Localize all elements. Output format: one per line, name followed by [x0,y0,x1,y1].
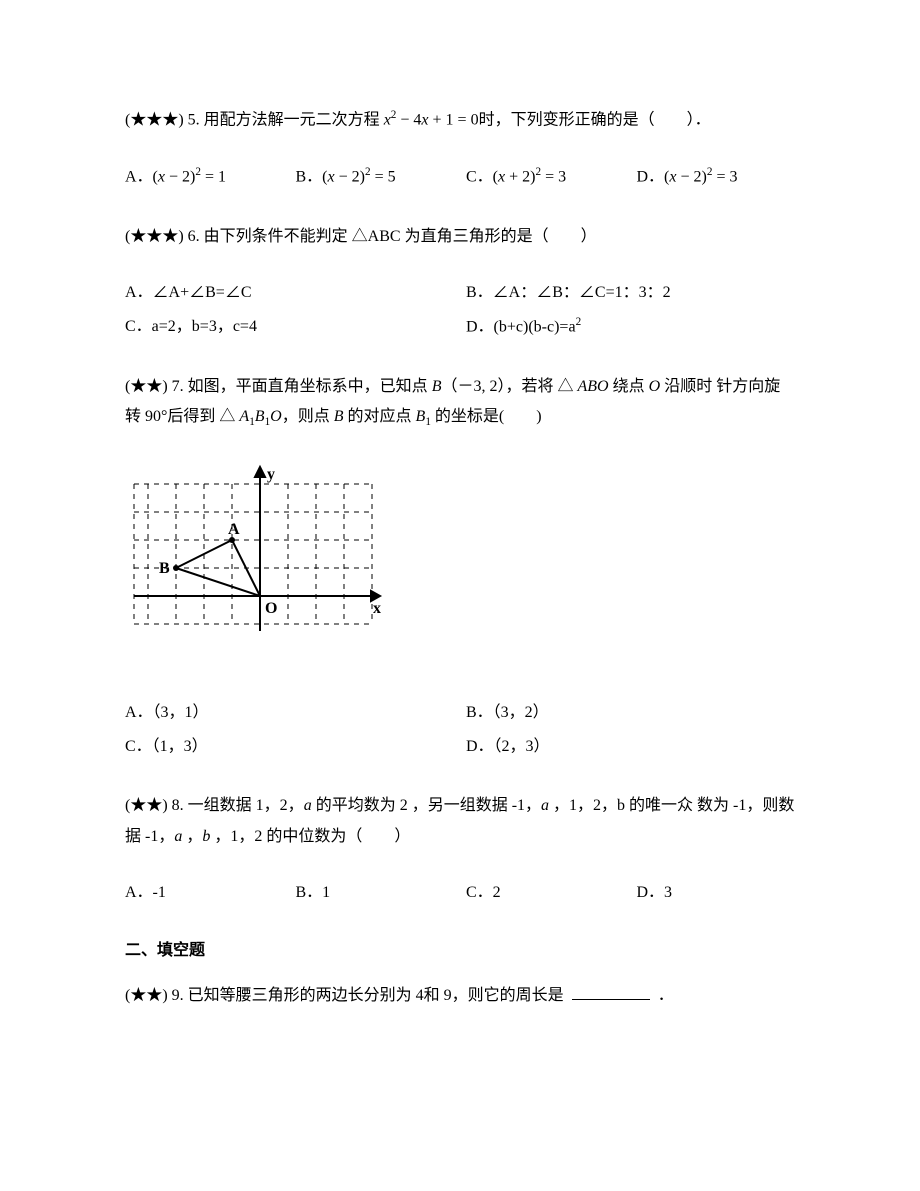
q9-number: 9. [172,987,184,1004]
q5-stars: (★★★) [125,111,184,128]
axis-x-label: x [373,600,381,617]
q6-stem: (★★★) 6. 由下列条件不能判定 △ABC 为直角三角形的是（ ） [125,222,795,252]
q5-option-c[interactable]: C．(x + 2)2 = 3 [466,164,625,190]
q9-post: ． [658,987,674,1004]
q5-option-a[interactable]: A．(x − 2)2 = 1 [125,164,284,190]
q9-stem: (★★) 9. 已知等腰三角形的两边长分别为 4和 9，则它的周长是 ． [125,981,795,1011]
exam-page: (★★★) 5. 用配方法解一元二次方程 x2 − 4x + 1 = 0时，下列… [0,0,920,1104]
q7-s2-mid2: 的对应点 [344,408,416,425]
q6-options: A．∠A+∠B=∠C B．∠A：∠B：∠C=1：3：2 C．a=2，b=3，c=… [125,280,795,340]
coordinate-grid-svg: y x O A B [125,461,385,651]
q7-O1: O [270,408,282,425]
q7-B2: B [334,408,344,425]
q8-stars: (★★) [125,797,168,814]
q7-figure: y x O A B [125,461,795,660]
q8-number: 8. [172,797,184,814]
q5-stem-pre: 用配方法解一元二次方程 [204,111,384,128]
q7-B: B [432,378,442,395]
q8-stem: (★★) 8. 一组数据 1，2，a 的平均数为 2 ，另一组数据 -1，a ，… [125,791,795,852]
q7-B1: B [255,408,265,425]
q6-stem-text: 由下列条件不能判定 △ABC 为直角三角形的是（ ） [204,228,597,245]
q7-s2-mid: ，则点 [282,408,334,425]
q7-option-a[interactable]: A．（3，1） [125,700,454,726]
q5-option-b[interactable]: B．(x − 2)2 = 5 [296,164,455,190]
q7-option-d[interactable]: D．（2，3） [466,734,795,760]
q7-B1b: B [416,408,426,425]
q7-s1-pre: 如图，平面直角坐标系中，已知点 [188,378,432,395]
q8-option-c[interactable]: C．2 [466,880,625,906]
grid-lines [134,484,372,624]
question-8: (★★) 8. 一组数据 1，2，a 的平均数为 2 ，另一组数据 -1，a ，… [125,791,795,905]
axis-y-label: y [267,466,275,483]
q8-a1: a [304,797,312,814]
q8-option-a[interactable]: A．-1 [125,880,284,906]
q8-option-b[interactable]: B．1 [296,880,455,906]
q7-option-b[interactable]: B．（3，2） [466,700,795,726]
q5-stem-post: 时，下列变形正确的是（ ）． [479,111,711,128]
q7-Bcoord: （－3, 2） [441,378,505,395]
q8-options: A．-1 B．1 C．2 D．3 [125,880,795,906]
q7-options: A．（3，1） B．（3，2） C．（1，3） D．（2，3） [125,700,795,759]
q8-comma1: ， [182,828,202,845]
q6-option-b[interactable]: B．∠A：∠B：∠C=1：3：2 [466,280,795,306]
q8-option-d[interactable]: D．3 [637,880,796,906]
q8-a2: a [541,797,549,814]
q7-s1-post: 绕点 [609,378,649,395]
point-b-label: B [159,560,170,577]
q9-pre: 已知等腰三角形的两边长分别为 4和 9，则它的周长是 [188,987,564,1004]
q6-option-d[interactable]: D．(b+c)(b-c)=a2 [466,314,795,340]
q7-ABO: ABO [578,378,609,395]
q7-O: O [649,378,661,395]
origin-label: O [265,600,277,617]
q7-stem: (★★) 7. 如图，平面直角坐标系中，已知点 B（－3, 2），若将 △ AB… [125,372,795,434]
q6-stars: (★★★) [125,228,184,245]
q8-mid1: 的平均数为 2 ，另一组数据 -1， [312,797,541,814]
question-6: (★★★) 6. 由下列条件不能判定 △ABC 为直角三角形的是（ ） A．∠A… [125,222,795,340]
q5-eq-x: x [384,111,391,128]
q7-A1: A [239,408,249,425]
q9-stars: (★★) [125,987,168,1004]
q6-option-c[interactable]: C．a=2，b=3，c=4 [125,314,454,340]
question-7: (★★) 7. 如图，平面直角坐标系中，已知点 B（－3, 2），若将 △ AB… [125,372,795,760]
q7-s2-end: 的坐标是( ) [431,408,542,425]
q8-l2-post: ，1，2 的中位数为（ ） [210,828,410,845]
q7-option-c[interactable]: C．（1，3） [125,734,454,760]
q9-blank[interactable] [572,983,650,1000]
section-2-heading: 二、填空题 [125,938,795,964]
q7-s1-end: 沿顺时 [660,378,712,395]
q6-number: 6. [188,228,200,245]
q5-options: A．(x − 2)2 = 1 B．(x − 2)2 = 5 C．(x + 2)2… [125,164,795,190]
point-a-label: A [228,521,240,538]
q8-pre: 一组数据 1，2， [188,797,304,814]
q8-mid2: ，1，2，b 的唯一众 [549,797,693,814]
axes [134,467,380,631]
q5-stem: (★★★) 5. 用配方法解一元二次方程 x2 − 4x + 1 = 0时，下列… [125,105,795,136]
q5-number: 5. [188,111,200,128]
q7-number: 7. [172,378,184,395]
question-5: (★★★) 5. 用配方法解一元二次方程 x2 − 4x + 1 = 0时，下列… [125,105,795,190]
q6-option-a[interactable]: A．∠A+∠B=∠C [125,280,454,306]
q5-option-d[interactable]: D．(x − 2)2 = 3 [637,164,796,190]
q7-stars: (★★) [125,378,168,395]
q7-s1-mid: ，若将 △ [505,378,577,395]
q5-eq-rest: − 4x + 1 = 0 [396,111,478,128]
question-9: (★★) 9. 已知等腰三角形的两边长分别为 4和 9，则它的周长是 ． [125,981,795,1011]
